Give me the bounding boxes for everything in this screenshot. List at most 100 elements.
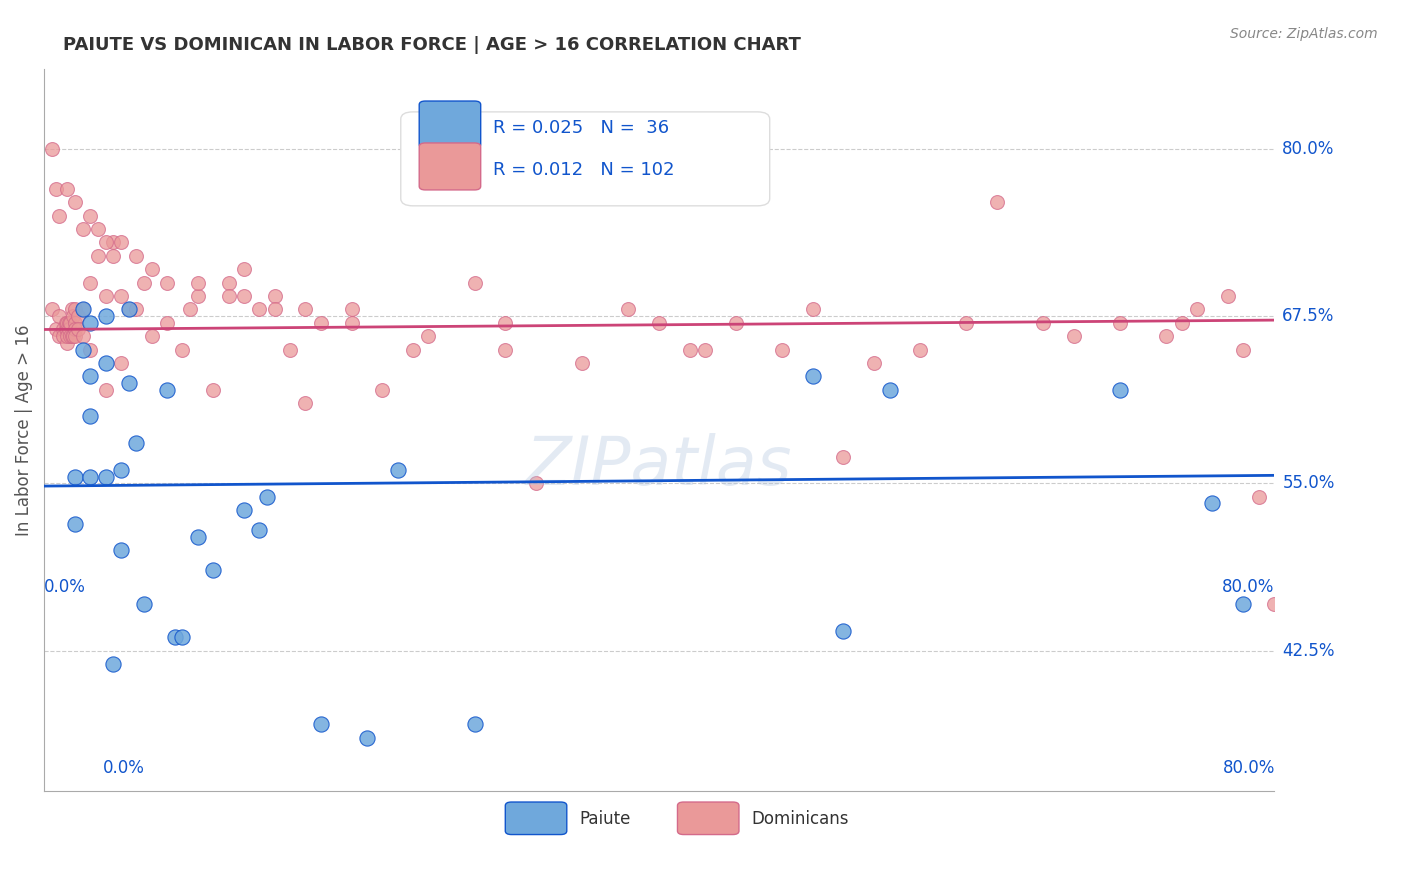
Point [617,302,640,317]
Point [1216,289,1239,303]
Point [63,516,86,531]
Point [118,302,141,317]
Text: 0.0%: 0.0% [44,578,86,596]
FancyBboxPatch shape [505,802,567,835]
Point [87,249,110,263]
Point [59,316,82,330]
Point [110,356,132,370]
Point [63,329,86,343]
Point [56,335,79,350]
Point [63,322,86,336]
Text: Dominicans: Dominicans [751,810,849,828]
Point [163,630,186,644]
Point [801,369,824,384]
Point [464,276,486,290]
Point [1201,496,1223,510]
Point [1185,302,1208,317]
Point [278,343,301,357]
Point [309,316,332,330]
Point [51,329,73,343]
FancyBboxPatch shape [401,112,769,206]
Text: 80.0%: 80.0% [1282,140,1334,158]
Point [172,343,194,357]
Point [103,235,125,250]
Point [103,249,125,263]
Point [263,289,285,303]
Point [60,302,83,317]
Point [125,249,148,263]
Point [202,563,225,577]
Point [48,329,70,343]
Point [371,383,394,397]
Point [233,503,256,517]
Point [63,469,86,483]
Point [45,322,67,336]
Point [63,302,86,317]
Point [1032,316,1054,330]
FancyBboxPatch shape [419,143,481,190]
Point [55,322,77,336]
Text: Paiute: Paiute [579,810,630,828]
Point [187,276,209,290]
Text: 55.0%: 55.0% [1282,475,1334,492]
Point [1263,597,1285,611]
Point [72,302,94,317]
Point [58,316,80,330]
Point [72,222,94,236]
Point [110,543,132,558]
Point [62,329,84,343]
Point [60,329,83,343]
Point [94,356,117,370]
Point [695,343,717,357]
Point [79,276,101,290]
Point [187,289,209,303]
Point [66,309,89,323]
Point [770,343,793,357]
Y-axis label: In Labor Force | Age > 16: In Labor Force | Age > 16 [15,324,32,535]
Point [233,289,256,303]
Point [263,302,285,317]
Point [356,731,378,745]
Point [294,302,316,317]
Point [132,597,155,611]
Point [387,463,409,477]
FancyBboxPatch shape [678,802,740,835]
Point [309,717,332,731]
Point [94,235,117,250]
Point [110,463,132,477]
Point [118,302,141,317]
Point [494,316,516,330]
Point [56,329,79,343]
Point [1232,597,1254,611]
Point [179,302,201,317]
Point [724,316,747,330]
Point [141,329,163,343]
Point [172,630,194,644]
Point [156,383,179,397]
Point [986,195,1008,210]
Point [832,624,855,638]
FancyBboxPatch shape [419,101,481,148]
Point [524,476,547,491]
Point [48,309,70,323]
Point [294,396,316,410]
Point [132,276,155,290]
Point [418,329,440,343]
Point [79,409,101,424]
Point [202,383,225,397]
Point [79,316,101,330]
Text: 0.0%: 0.0% [103,759,145,777]
Point [110,235,132,250]
Point [45,182,67,196]
Text: 67.5%: 67.5% [1282,307,1334,325]
Text: Source: ZipAtlas.com: Source: ZipAtlas.com [1230,27,1378,41]
Point [41,302,63,317]
Point [94,383,117,397]
Point [125,302,148,317]
Point [1063,329,1085,343]
Text: R = 0.012   N = 102: R = 0.012 N = 102 [494,161,675,178]
Point [87,222,110,236]
Point [494,343,516,357]
Point [94,469,117,483]
Point [63,195,86,210]
